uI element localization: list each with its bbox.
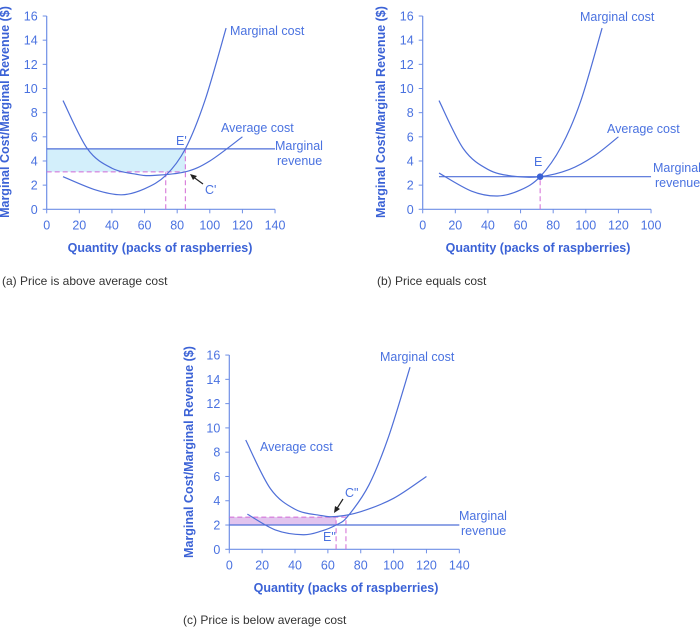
marginal-revenue-label-line2: revenue	[655, 176, 700, 190]
chart-panel-a: 0 20 40 60 80 100 120 140 0 2 4 6 8 10 12 14 16 Quantity …	[0, 6, 323, 288]
y-tick-label: 8	[213, 446, 220, 460]
x-tick-label: 40	[288, 558, 302, 572]
x-tick-label: 100	[383, 558, 404, 572]
y-tick-label: 14	[206, 373, 220, 387]
point-label: E	[534, 155, 542, 169]
average-cost-label: Average cost	[607, 122, 680, 136]
y-tick-label: 14	[24, 34, 38, 48]
x-axis-title: Quantity (packs of raspberries)	[254, 581, 439, 595]
profit-shaded-area	[46, 148, 186, 172]
y-axis-title: Marginal Cost/Marginal Revenue ($)	[374, 6, 388, 218]
x-tick-label: 20	[72, 218, 86, 232]
equilibrium-point	[536, 173, 544, 180]
chart-caption: (c) Price is below average cost	[183, 613, 347, 627]
arrow-head-icon	[334, 506, 340, 513]
x-tick-label: 0	[419, 218, 426, 232]
x-tick-label: 120	[608, 218, 629, 232]
y-tick-label: 8	[407, 106, 414, 120]
y-tick-label: 12	[24, 58, 38, 72]
y-tick-label: 10	[24, 82, 38, 96]
x-tick-label: 60	[514, 218, 528, 232]
mc-curve	[62, 27, 227, 196]
loss-shaded-area	[229, 517, 337, 526]
mc-curve	[438, 27, 603, 197]
chart-panel-b: 0 20 40 60 80 100 120 100 0 2 4 6 8 10 12 14 16 Quantity …	[374, 6, 700, 288]
y-tick-label: 2	[213, 519, 220, 533]
y-tick-label: 2	[31, 179, 38, 193]
y-tick-label: 2	[407, 179, 414, 193]
marginal-revenue-label-line2: revenue	[461, 524, 506, 538]
ac-curve	[245, 439, 427, 518]
y-tick-label: 0	[31, 203, 38, 217]
x-tick-label: 120	[416, 558, 437, 572]
y-tick-label: 4	[213, 494, 220, 508]
x-tick-label: 140	[449, 558, 470, 572]
x-tick-label: 0	[226, 558, 233, 572]
x-tick-label: 140	[265, 218, 286, 232]
y-tick-label: 10	[400, 82, 414, 96]
x-tick-label: 80	[170, 218, 184, 232]
marginal-revenue-label-line1: Marginal	[275, 139, 323, 153]
y-tick-label: 12	[400, 58, 414, 72]
average-cost-label: Average cost	[260, 440, 333, 454]
y-tick-label: 6	[31, 130, 38, 144]
marginal-cost-label: Marginal cost	[230, 24, 305, 38]
y-tick-label: 6	[213, 470, 220, 484]
y-tick-label: 16	[400, 10, 414, 24]
point-label: C"	[345, 486, 358, 500]
y-tick-label: 4	[31, 154, 38, 168]
point-label: E"	[323, 530, 336, 544]
x-tick-label: 80	[546, 218, 560, 232]
x-tick-label: 40	[105, 218, 119, 232]
x-tick-label: 20	[448, 218, 462, 232]
x-axis-title: Quantity (packs of raspberries)	[68, 241, 253, 255]
arrow-head-icon	[190, 174, 197, 180]
marginal-cost-label: Marginal cost	[580, 10, 655, 24]
x-tick-label: 80	[354, 558, 368, 572]
y-tick-label: 6	[407, 130, 414, 144]
x-tick-label: 60	[138, 218, 152, 232]
x-tick-label: 20	[255, 558, 269, 572]
point-label: C'	[205, 183, 216, 197]
y-axis-title: Marginal Cost/Marginal Revenue ($)	[0, 6, 12, 218]
y-tick-label: 12	[206, 397, 220, 411]
x-tick-label: 100	[641, 218, 662, 232]
y-tick-label: 0	[407, 203, 414, 217]
chart-caption: (b) Price equals cost	[377, 274, 487, 288]
x-tick-label: 100	[575, 218, 596, 232]
ac-curve	[438, 100, 619, 178]
marginal-revenue-label-line1: Marginal	[459, 509, 507, 523]
y-tick-label: 14	[400, 34, 414, 48]
x-axis-title: Quantity (packs of raspberries)	[446, 241, 631, 255]
chart-caption: (a) Price is above average cost	[2, 274, 168, 288]
ac-curve	[62, 100, 243, 177]
y-tick-label: 4	[407, 154, 414, 168]
marginal-revenue-label-line1: Marginal	[653, 161, 700, 175]
y-tick-label: 16	[206, 349, 220, 363]
y-tick-label: 10	[206, 421, 220, 435]
y-tick-label: 0	[213, 543, 220, 557]
y-tick-label: 8	[31, 106, 38, 120]
marginal-cost-label: Marginal cost	[380, 350, 455, 364]
x-tick-label: 40	[481, 218, 495, 232]
x-tick-label: 60	[321, 558, 335, 572]
x-tick-label: 0	[43, 218, 50, 232]
average-cost-label: Average cost	[221, 121, 294, 135]
marginal-revenue-label-line2: revenue	[277, 154, 322, 168]
x-tick-label: 120	[232, 218, 253, 232]
y-tick-label: 16	[24, 10, 38, 24]
chart-panel-c: 0 20 40 60 80 100 120 140 0 2 4 6 8 10 12 14 16 Quantity …	[182, 346, 507, 627]
point-label: E'	[176, 134, 187, 148]
y-axis-title: Marginal Cost/Marginal Revenue ($)	[182, 346, 196, 558]
x-tick-label: 100	[199, 218, 220, 232]
